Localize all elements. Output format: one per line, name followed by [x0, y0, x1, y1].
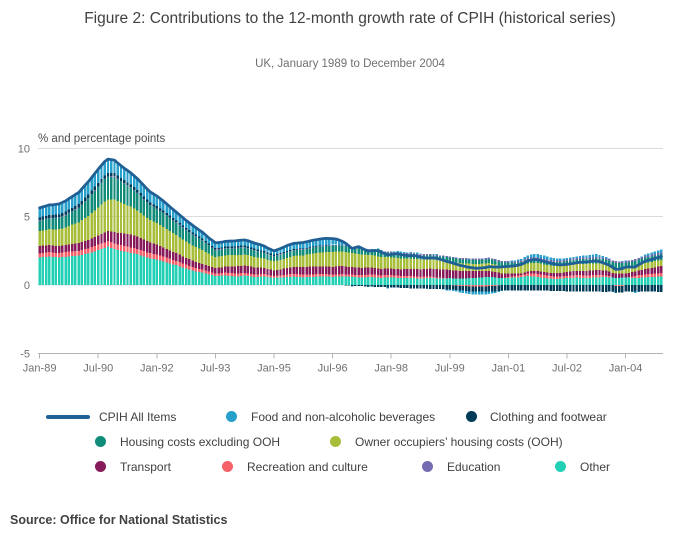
svg-text:Jan-01: Jan-01 — [492, 362, 526, 374]
series-dot-icon — [422, 461, 433, 472]
svg-text:-5: -5 — [20, 348, 30, 360]
svg-text:Jul-90: Jul-90 — [83, 362, 113, 374]
legend-row: Transport Recreation and culture Education… — [0, 459, 700, 475]
svg-text:Jan-04: Jan-04 — [609, 362, 643, 374]
chart-plot-area: % and percentage points 10 5 0 -5 Jan-89 Jul-9… — [0, 130, 700, 385]
svg-text:Jul-02: Jul-02 — [552, 362, 582, 374]
legend-label: Transport — [120, 460, 171, 474]
legend-row: CPIH All Items Food and non-alcoholic bev… — [0, 409, 700, 425]
svg-text:% and percentage points: % and percentage points — [38, 133, 165, 145]
chart-subtitle: UK, January 1989 to December 2004 — [255, 58, 445, 70]
svg-text:Jan-89: Jan-89 — [23, 362, 57, 374]
legend-label: Owner occupiers’ housing costs (OOH) — [355, 435, 563, 449]
legend-row: Housing costs excluding OOH Owner occupie… — [0, 434, 700, 450]
legend-label: Education — [447, 460, 501, 474]
legend-label: Housing costs excluding OOH — [120, 435, 281, 449]
legend-label: Clothing and footwear — [490, 410, 607, 424]
series-dot-icon — [95, 461, 106, 472]
series-dot-icon — [466, 411, 477, 422]
series-dot-icon — [222, 461, 233, 472]
series-dot-icon — [226, 411, 237, 422]
legend-label: Food and non-alcoholic beverages — [251, 410, 436, 424]
gridlines — [38, 147, 663, 286]
svg-text:5: 5 — [24, 212, 30, 224]
svg-text:Jul-96: Jul-96 — [318, 362, 348, 374]
legend-label: CPIH All Items — [99, 410, 177, 424]
series-dot-icon — [330, 436, 341, 447]
legend-label: Recreation and culture — [247, 460, 368, 474]
source-note: Source: Office for National Statistics — [10, 513, 228, 527]
legend-label: Other — [580, 460, 611, 474]
svg-text:Jan-92: Jan-92 — [140, 362, 174, 374]
svg-text:0: 0 — [24, 280, 30, 292]
chart-title: Figure 2: Contributions to the 12-month … — [84, 10, 616, 27]
axis-labels: % and percentage points 10 5 0 -5 — [18, 133, 166, 360]
svg-text:Jan-95: Jan-95 — [257, 362, 291, 374]
x-axis: Jan-89 Jul-90 Jan-92 Jul-93 Jan-95 Jul-96 Jan-… — [23, 352, 663, 374]
svg-text:Jan-98: Jan-98 — [374, 362, 408, 374]
chart-canvas: % and percentage points 10 5 0 -5 Jan-89 Jul-9… — [18, 133, 663, 374]
series-dot-icon — [95, 436, 106, 447]
stacked-bars-layer — [38, 159, 663, 295]
svg-text:Jul-99: Jul-99 — [435, 362, 465, 374]
cpih-all-items-line — [38, 157, 663, 271]
series-dot-icon — [555, 461, 566, 472]
cpih-line-swatch-icon — [46, 415, 90, 419]
svg-text:10: 10 — [18, 143, 30, 155]
svg-text:Jul-93: Jul-93 — [200, 362, 230, 374]
